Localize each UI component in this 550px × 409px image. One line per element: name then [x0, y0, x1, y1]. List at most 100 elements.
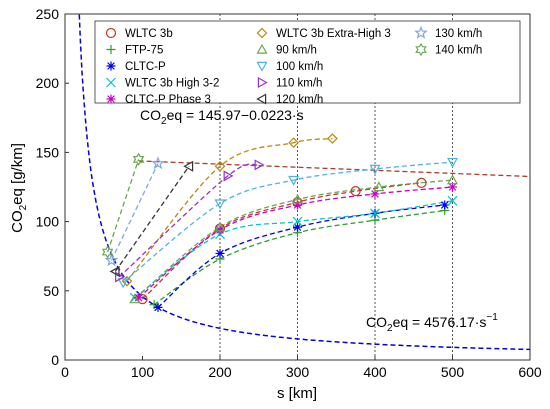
series-line	[118, 163, 260, 278]
x-tick-label: 500	[441, 364, 465, 380]
axis-ticks: 0 100 200 300 400 500 600 0 50 100 150 200 250	[36, 6, 542, 380]
legend-label: CLTC-P Phase 3	[125, 94, 211, 106]
series-line	[114, 165, 190, 272]
fit-label-linear-sub: 2	[161, 116, 167, 127]
data-point	[183, 160, 194, 172]
legend-label: WLTC 3b Extra-High 3	[276, 28, 391, 40]
data-point	[117, 278, 129, 289]
y-axis-label-sub: 2	[18, 204, 29, 210]
data-point	[121, 275, 133, 287]
series-line	[134, 179, 453, 300]
data-point	[292, 216, 303, 227]
x-tick-label: 600	[518, 364, 542, 380]
series-line	[110, 163, 159, 261]
series-line	[126, 137, 333, 282]
fit-label-linear-rest: eq = 145.97−0.0223·s	[167, 107, 304, 123]
data-point	[291, 193, 304, 204]
data-point	[440, 200, 450, 210]
legend-marker	[106, 94, 116, 104]
data-point	[370, 189, 380, 199]
fit-label-linear: CO2eq = 145.97−0.0223·s	[140, 107, 304, 127]
y-tick-label: 0	[51, 352, 59, 368]
data-point	[373, 181, 385, 192]
y-tick-label: 50	[43, 283, 59, 299]
data-point	[101, 245, 114, 259]
data-point	[115, 271, 125, 283]
fit-label-power-rest: eq = 4576.17·s	[393, 314, 487, 330]
data-point	[369, 164, 381, 175]
data-point	[129, 293, 141, 304]
x-tick-label: 100	[131, 364, 155, 380]
y-axis-label: CO2eq [g/km]	[9, 143, 29, 233]
y-tick-label: 100	[36, 214, 60, 230]
legend-marker	[415, 42, 427, 57]
x-tick-label: 400	[363, 364, 387, 380]
series-line	[122, 161, 453, 283]
legend-marker	[106, 45, 116, 54]
data-point	[254, 159, 265, 171]
y-tick-label: 150	[36, 144, 60, 160]
legend-marker	[106, 77, 116, 88]
data-point	[214, 221, 226, 232]
legend-marker	[257, 76, 268, 89]
fit-label-power-exp: −1	[486, 312, 498, 323]
fit-line-power	[78, 14, 530, 351]
y-tick-label: 250	[36, 6, 60, 22]
fit-label-power-co: CO	[366, 314, 387, 330]
data-point	[416, 177, 427, 188]
data-point	[446, 174, 459, 185]
fit-label-power: CO2eq = 4576.17·s−1	[366, 312, 498, 334]
data-point	[448, 182, 457, 192]
data-point	[153, 302, 163, 312]
legend-marker	[256, 61, 268, 72]
legend-label: 140 km/h	[435, 45, 482, 57]
data-point	[223, 170, 234, 182]
y-axis-label-co: CO	[9, 210, 26, 233]
legend-marker	[105, 27, 117, 39]
data-point	[288, 175, 300, 186]
legend-marker	[256, 93, 267, 105]
legend-label: 120 km/h	[276, 94, 323, 106]
legend-label: WLTC 3b	[125, 28, 173, 40]
y-axis-label-rest: eq [g/km]	[9, 143, 26, 205]
fit-label-power-sub: 2	[387, 323, 393, 334]
data-point	[214, 160, 226, 172]
data-point	[215, 225, 225, 235]
series-line	[107, 159, 140, 253]
legend-label: CLTC-P	[125, 61, 166, 73]
data-point	[327, 133, 338, 144]
data-point	[293, 200, 302, 210]
data-point	[109, 265, 120, 277]
legend-marker	[256, 27, 268, 39]
legend-marker	[414, 25, 428, 39]
data-point	[350, 186, 361, 197]
fit-line-linear	[138, 160, 530, 178]
y-tick-label: 200	[36, 75, 60, 91]
data-point	[151, 156, 165, 170]
legend-label: FTP-75	[125, 45, 163, 57]
legend-label: 110 km/h	[276, 78, 322, 90]
legend-marker	[256, 43, 268, 54]
fit-label-linear-co: CO	[140, 107, 161, 123]
x-axis-label: s [km]	[277, 385, 317, 402]
legend-label: WLTC 3b High 3-2	[125, 78, 219, 90]
data-point	[215, 248, 225, 258]
legend-label: 100 km/h	[276, 61, 323, 73]
data-point	[214, 199, 226, 210]
x-tick-label: 300	[286, 364, 310, 380]
data-point	[288, 137, 299, 149]
data-point	[446, 157, 459, 168]
data-point	[447, 195, 458, 206]
legend: WLTC 3b FTP-75 CLTC-P WLTC 3b High 3-2 CLTC-…	[94, 20, 521, 106]
data-point	[104, 253, 119, 267]
data-point	[134, 293, 144, 303]
legend-box	[94, 20, 521, 104]
legend-marker	[106, 61, 116, 71]
series-markers	[101, 133, 459, 312]
x-tick-label: 200	[208, 364, 232, 380]
legend-label: 90 km/h	[276, 45, 317, 57]
data-point	[293, 222, 302, 232]
data-point	[132, 152, 145, 166]
data-point	[370, 208, 380, 219]
